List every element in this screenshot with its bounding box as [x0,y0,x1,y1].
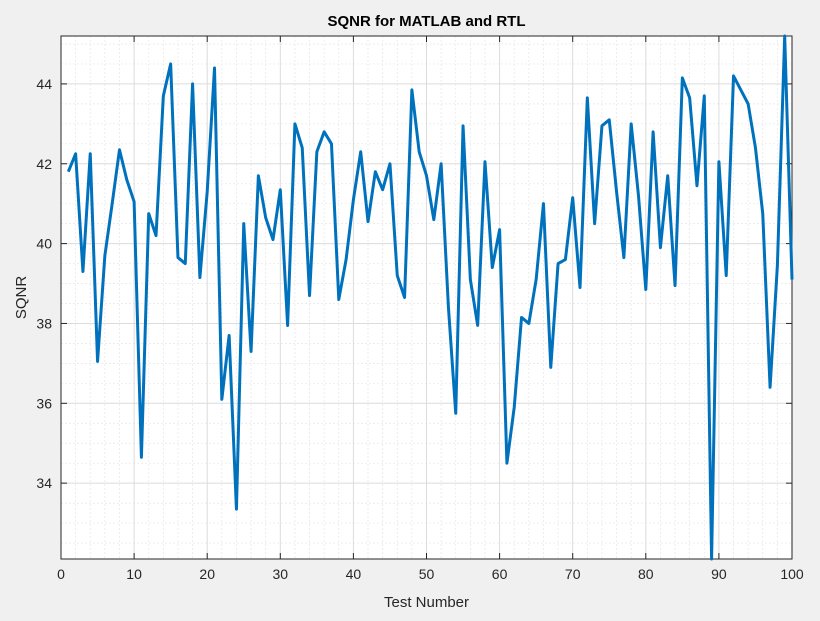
series-group [66,34,794,561]
x-tick-label: 100 [780,566,804,582]
x-tick-label: 70 [565,566,581,582]
x-tick-label: 0 [57,566,65,582]
x-tick-label: 10 [126,566,142,582]
x-tick-label: 40 [346,566,362,582]
x-tick-label: 60 [492,566,508,582]
y-tick-label: 44 [36,76,52,92]
x-tick-label: 80 [638,566,654,582]
grid [60,36,793,559]
x-tick-label: 90 [711,566,727,582]
y-tick-label: 38 [36,315,52,331]
y-tick-label: 36 [36,395,52,411]
series-line [66,34,794,561]
y-axis-label: SQNR [13,276,30,320]
ticks [60,36,793,559]
x-axis-label: Test Number [384,594,469,611]
x-tick-label: 30 [273,566,289,582]
y-tick-label: 34 [36,475,52,491]
y-tick-label: 40 [36,236,52,252]
x-tick-label: 50 [419,566,435,582]
chart-title: SQNR for MATLAB and RTL [327,13,525,30]
x-tick-label: 20 [199,566,215,582]
tick-labels: 0 10 20 30 40 50 60 70 80 90 100 34 36 38 40 42 44 [36,76,803,582]
y-tick-label: 42 [36,156,52,172]
